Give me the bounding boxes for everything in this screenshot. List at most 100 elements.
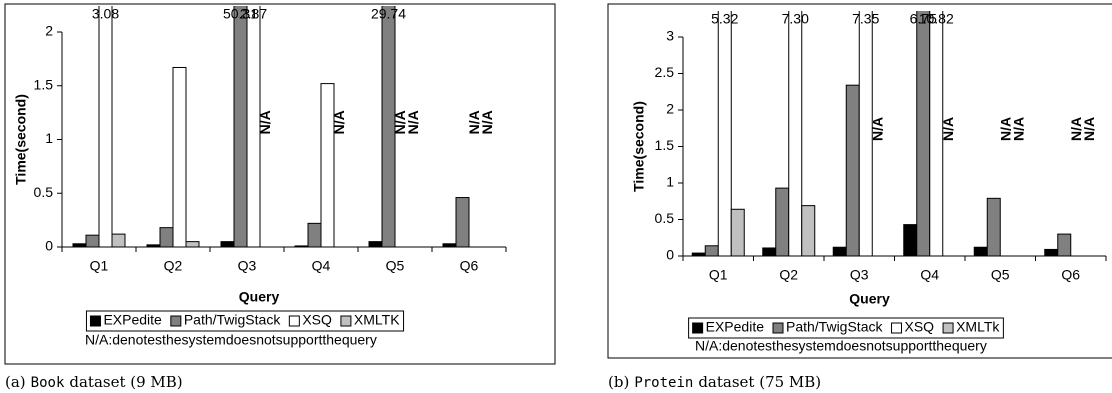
bar [929, 11, 944, 256]
legend-swatch [692, 322, 704, 334]
x-tick-label: Q3 [238, 258, 257, 274]
value-label: 5.32 [711, 11, 738, 27]
x-tick-label: Q3 [850, 267, 869, 283]
bar [916, 11, 931, 256]
value-label: N/A [257, 110, 273, 134]
bar [172, 66, 187, 247]
x-tick-label: Q1 [90, 258, 109, 274]
legend-box [85, 310, 405, 332]
bar [294, 245, 309, 247]
bar [717, 11, 732, 256]
value-label: N/A [392, 110, 408, 134]
y-tick-label: 0.5 [655, 210, 675, 226]
bar [98, 6, 113, 247]
panel-border [607, 3, 1112, 359]
value-label: N/A [479, 110, 495, 134]
bar [233, 6, 248, 247]
bar [788, 11, 803, 256]
bar [146, 244, 161, 247]
caption: (b) Protein dataset (75 MB) [608, 373, 821, 391]
y-tick-label: 2 [45, 23, 53, 39]
y-tick-label: 0.5 [34, 184, 54, 200]
bar [704, 245, 719, 256]
bar [381, 6, 396, 247]
note: N/A:denotesthesystemdoesnotsupporttheque… [85, 332, 377, 348]
bar [832, 246, 847, 256]
bar [845, 84, 860, 256]
y-tick-label: 1 [45, 130, 53, 146]
panel-border [4, 3, 556, 365]
value-label: N/A [331, 110, 347, 134]
bar [691, 252, 706, 256]
value-label: N/A [869, 117, 885, 141]
bar [775, 187, 790, 256]
bar [762, 247, 777, 256]
y-tick-label: 1.5 [655, 137, 675, 153]
x-tick-label: Q4 [920, 267, 939, 283]
bars [691, 11, 1072, 256]
bar [220, 241, 235, 247]
bar [85, 234, 100, 247]
x-tick-label: Q5 [991, 267, 1010, 283]
bars [72, 6, 470, 247]
value-label: 3.08 [92, 6, 119, 22]
x-axis-title: Query [849, 291, 890, 307]
value-label: 2.87 [240, 6, 267, 22]
value-label: 6.75 [910, 11, 937, 27]
caption: (a) Book dataset (9 MB) [5, 373, 183, 391]
x-tick-label: Q4 [312, 258, 331, 274]
y-tick-label: 0 [666, 247, 674, 263]
bar [1057, 233, 1072, 256]
legend-swatch [772, 322, 784, 334]
y-tick-label: 2.5 [655, 64, 675, 80]
bar [159, 227, 174, 247]
y-tick-label: 0 [45, 238, 53, 254]
caption-text: dataset (9 MB) [69, 373, 182, 391]
legend-label: XMLTK [354, 312, 400, 328]
legend-label: EXPedite [706, 319, 765, 335]
value-label: 7.30 [782, 11, 809, 27]
value-label: N/A [1081, 117, 1097, 141]
bar [442, 243, 457, 247]
legend-swatch [89, 315, 101, 327]
bar [320, 83, 335, 247]
value-label: 7.35 [852, 11, 879, 27]
value-label: N/A [1068, 117, 1084, 141]
x-tick-label: Q2 [164, 258, 183, 274]
caption-text: dataset (75 MB) [698, 373, 821, 391]
y-tick-label: 1.5 [34, 76, 54, 92]
bar [368, 241, 383, 247]
caption-name: Protein [634, 375, 693, 391]
x-tick-label: Q5 [386, 258, 405, 274]
legend-label: Path/TwigStack [786, 319, 883, 335]
caption-label: (a) [5, 373, 26, 391]
value-label: 29.74 [371, 6, 406, 22]
bar [801, 205, 816, 256]
bar [111, 233, 126, 247]
legend-swatch [942, 322, 954, 334]
bar [986, 197, 1001, 256]
value-label: N/A [466, 110, 482, 134]
bar [730, 208, 745, 256]
legend-swatch [170, 315, 182, 327]
bar [903, 224, 918, 256]
legend-label: Path/TwigStack [184, 312, 281, 328]
y-tick-label: 3 [666, 28, 674, 44]
value-label: 10.82 [919, 11, 954, 27]
bar [455, 197, 470, 247]
value-label: N/A [940, 117, 956, 141]
y-axis-title: Time(second) [13, 94, 29, 185]
legend: EXPedite Path/TwigStack XSQ XMLTK [85, 310, 405, 332]
legend: EXPedite Path/TwigStack XSQ XMLTk [688, 317, 1004, 339]
x-axis-title: Query [239, 289, 280, 305]
value-label: 50.31 [223, 6, 258, 22]
x-tick-label: Q6 [1061, 267, 1080, 283]
bar [246, 6, 261, 247]
y-axis-title: Time(second) [631, 101, 647, 192]
legend-label: XSQ [904, 319, 934, 335]
value-label: N/A [1010, 117, 1026, 141]
x-tick-label: Q1 [709, 267, 728, 283]
bar [72, 243, 87, 247]
caption-label: (b) [608, 373, 629, 391]
